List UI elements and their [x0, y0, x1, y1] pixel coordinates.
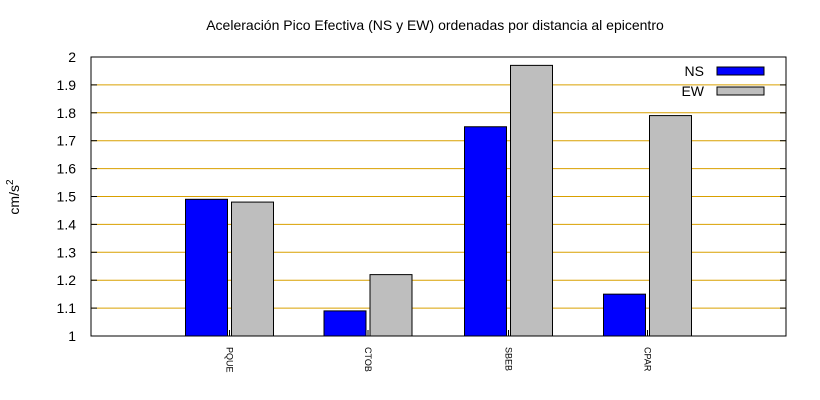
bars	[185, 64, 692, 337]
bar-ew-pque	[231, 201, 274, 337]
bar-ns-pque	[185, 198, 228, 337]
x-axis-categories: PQUE CTOB SBEB CPAR	[225, 330, 653, 373]
y-tick-label: 1.7	[57, 133, 77, 149]
svg-text:cm/s2: cm/s2	[5, 179, 22, 215]
legend-swatch-ns	[716, 66, 765, 76]
bar-ew-cpar	[649, 115, 692, 337]
bar-ns-cpar	[603, 293, 646, 337]
y-axis-label-superscript: 2	[5, 179, 16, 185]
y-axis-ticks: 1 1.1 1.2 1.3 1.4 1.5 1.6 1.7 1.8 1.9 2	[57, 49, 786, 344]
y-tick-label: 2	[68, 49, 76, 65]
bar-ns-sbeb	[464, 126, 507, 337]
y-tick-label: 1.6	[57, 161, 77, 177]
y-tick-label: 1.3	[57, 244, 77, 260]
chart-title: Aceleración Pico Efectiva (NS y EW) orde…	[206, 17, 664, 33]
y-tick-label: 1.9	[57, 77, 77, 93]
bar-ew-ctob	[369, 274, 413, 337]
y-tick-label: 1.5	[57, 189, 77, 205]
legend-swatch-ew	[716, 86, 765, 96]
y-tick-label: 1.1	[57, 300, 77, 316]
y-tick-label: 1.4	[57, 216, 77, 232]
x-tick-label: SBEB	[504, 347, 514, 371]
x-tick-label: CTOB	[363, 347, 373, 372]
y-tick-label: 1.2	[57, 272, 77, 288]
y-axis-label: cm/s2	[5, 179, 22, 215]
y-tick-label: 1	[68, 328, 76, 344]
x-tick-label: CPAR	[643, 347, 653, 372]
x-tick-label: PQUE	[225, 347, 235, 373]
legend: NS EW	[681, 63, 765, 99]
y-tick-label: 1.8	[57, 105, 77, 121]
legend-label-ns: NS	[685, 63, 704, 79]
bar-ew-sbeb	[510, 64, 553, 337]
bar-ns-ctob	[323, 310, 367, 337]
y-axis-label-text: cm/s	[6, 185, 22, 215]
legend-label-ew: EW	[681, 83, 704, 99]
